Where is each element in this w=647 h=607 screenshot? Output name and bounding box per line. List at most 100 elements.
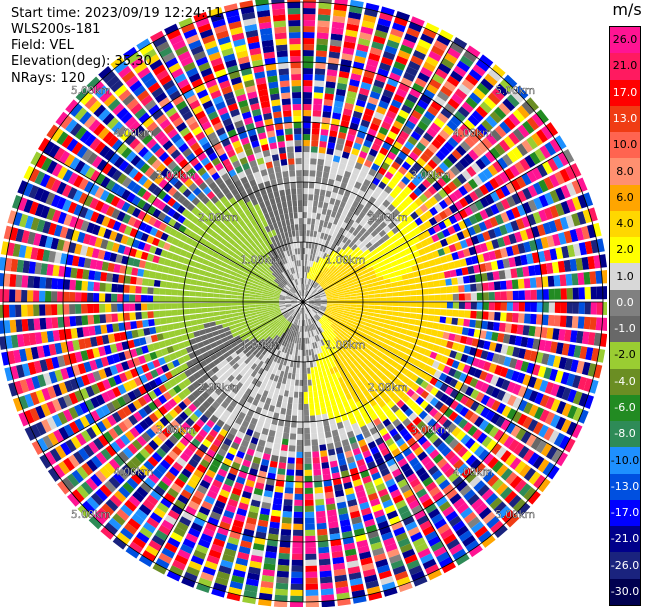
ppi-gate	[339, 332, 345, 338]
ppi-gate	[440, 238, 449, 247]
ppi-gate	[348, 572, 362, 581]
ppi-gate	[569, 258, 578, 272]
ppi-gate	[333, 562, 346, 571]
ppi-gate	[291, 342, 295, 349]
ppi-gate	[294, 355, 298, 362]
ppi-gate	[347, 84, 359, 93]
ppi-gate	[303, 206, 308, 213]
ppi-gate	[320, 325, 326, 331]
ppi-gate	[386, 297, 393, 302]
ppi-gate	[195, 286, 203, 292]
ppi-gate	[340, 319, 347, 324]
ppi-gate	[355, 357, 363, 364]
ppi-gate	[493, 106, 507, 120]
ppi-gate	[461, 450, 473, 462]
ppi-gate	[335, 326, 342, 332]
ppi-gate	[520, 431, 532, 444]
ppi-gate	[380, 6, 395, 16]
ppi-gate	[445, 278, 452, 286]
ppi-gate	[304, 421, 310, 428]
ppi-gate	[297, 355, 301, 362]
ppi-gate	[314, 300, 321, 302]
ppi-gate	[363, 249, 371, 256]
ppi-gate	[482, 311, 489, 320]
ppi-gate	[405, 370, 414, 379]
ppi-gate	[497, 237, 506, 248]
ppi-gate	[366, 234, 374, 242]
ppi-gate	[334, 199, 341, 207]
ppi-gate	[375, 514, 387, 524]
ppi-gate	[414, 319, 422, 326]
ppi-gate	[481, 320, 488, 330]
ppi-gate	[398, 291, 405, 297]
ppi-gate	[335, 335, 342, 342]
ppi-gate	[260, 382, 267, 390]
ppi-gate	[386, 510, 399, 520]
ppi-gate	[423, 110, 436, 122]
ppi-gate	[308, 279, 312, 286]
ppi-gate	[497, 157, 508, 170]
ppi-gate	[451, 251, 460, 261]
ppi-gate	[330, 347, 336, 354]
ppi-gate	[387, 400, 396, 409]
ppi-gate	[397, 49, 411, 60]
ppi-gate	[409, 337, 418, 344]
ppi-gate	[438, 199, 448, 210]
ppi-gate	[340, 250, 347, 257]
ppi-gate	[458, 185, 468, 196]
ppi-gate	[297, 433, 303, 440]
ppi-gate	[285, 475, 294, 482]
ppi-gate	[389, 353, 397, 360]
ppi-gate	[425, 383, 434, 393]
ppi-gate	[200, 571, 214, 582]
ppi-gate	[532, 338, 540, 350]
ppi-gate	[468, 274, 476, 283]
ppi-gate	[532, 211, 542, 224]
ppi-gate	[332, 366, 339, 373]
ppi-gate	[306, 331, 309, 338]
ppi-gate	[424, 267, 432, 275]
ppi-gate	[449, 454, 460, 466]
ppi-gate	[425, 328, 433, 335]
ppi-gate	[343, 419, 351, 428]
ppi-gate	[434, 287, 441, 294]
ppi-gate	[311, 242, 315, 250]
ppi-gate	[319, 293, 326, 297]
ppi-gate	[291, 553, 303, 560]
ppi-gate	[452, 293, 459, 301]
ppi-gate	[496, 259, 505, 270]
ppi-gate	[391, 66, 404, 77]
ppi-gate	[436, 442, 448, 453]
ppi-gate	[323, 220, 329, 228]
ppi-gate	[452, 223, 462, 233]
ppi-gate	[138, 555, 153, 567]
ppi-gate	[370, 260, 378, 266]
ppi-gate	[590, 286, 597, 300]
ppi-gate	[472, 87, 486, 100]
ppi-gate	[531, 113, 544, 127]
ppi-gate	[264, 484, 274, 492]
ppi-gate	[190, 279, 198, 286]
ppi-gate	[524, 313, 531, 324]
ppi-gate	[207, 297, 214, 302]
ppi-gate	[338, 295, 345, 298]
ppi-gate	[171, 303, 178, 309]
ppi-gate	[495, 83, 509, 97]
ppi-gate	[505, 514, 520, 528]
ppi-gate	[422, 302, 429, 308]
ppi-gate	[350, 583, 365, 592]
ppi-gate	[298, 391, 303, 398]
ppi-gate	[159, 295, 166, 302]
ppi-gate	[373, 417, 382, 426]
ppi-gate	[299, 307, 302, 314]
ppi-gate	[366, 315, 374, 320]
ppi-gate	[343, 310, 350, 314]
ppi-gate	[246, 517, 257, 525]
ppi-gate	[463, 182, 473, 193]
ppi-gate	[409, 244, 418, 253]
ppi-gate	[251, 549, 264, 557]
ppi-gate	[406, 437, 417, 447]
ppi-gate	[303, 200, 308, 207]
ppi-gate	[322, 284, 328, 289]
ppi-gate	[305, 577, 318, 584]
